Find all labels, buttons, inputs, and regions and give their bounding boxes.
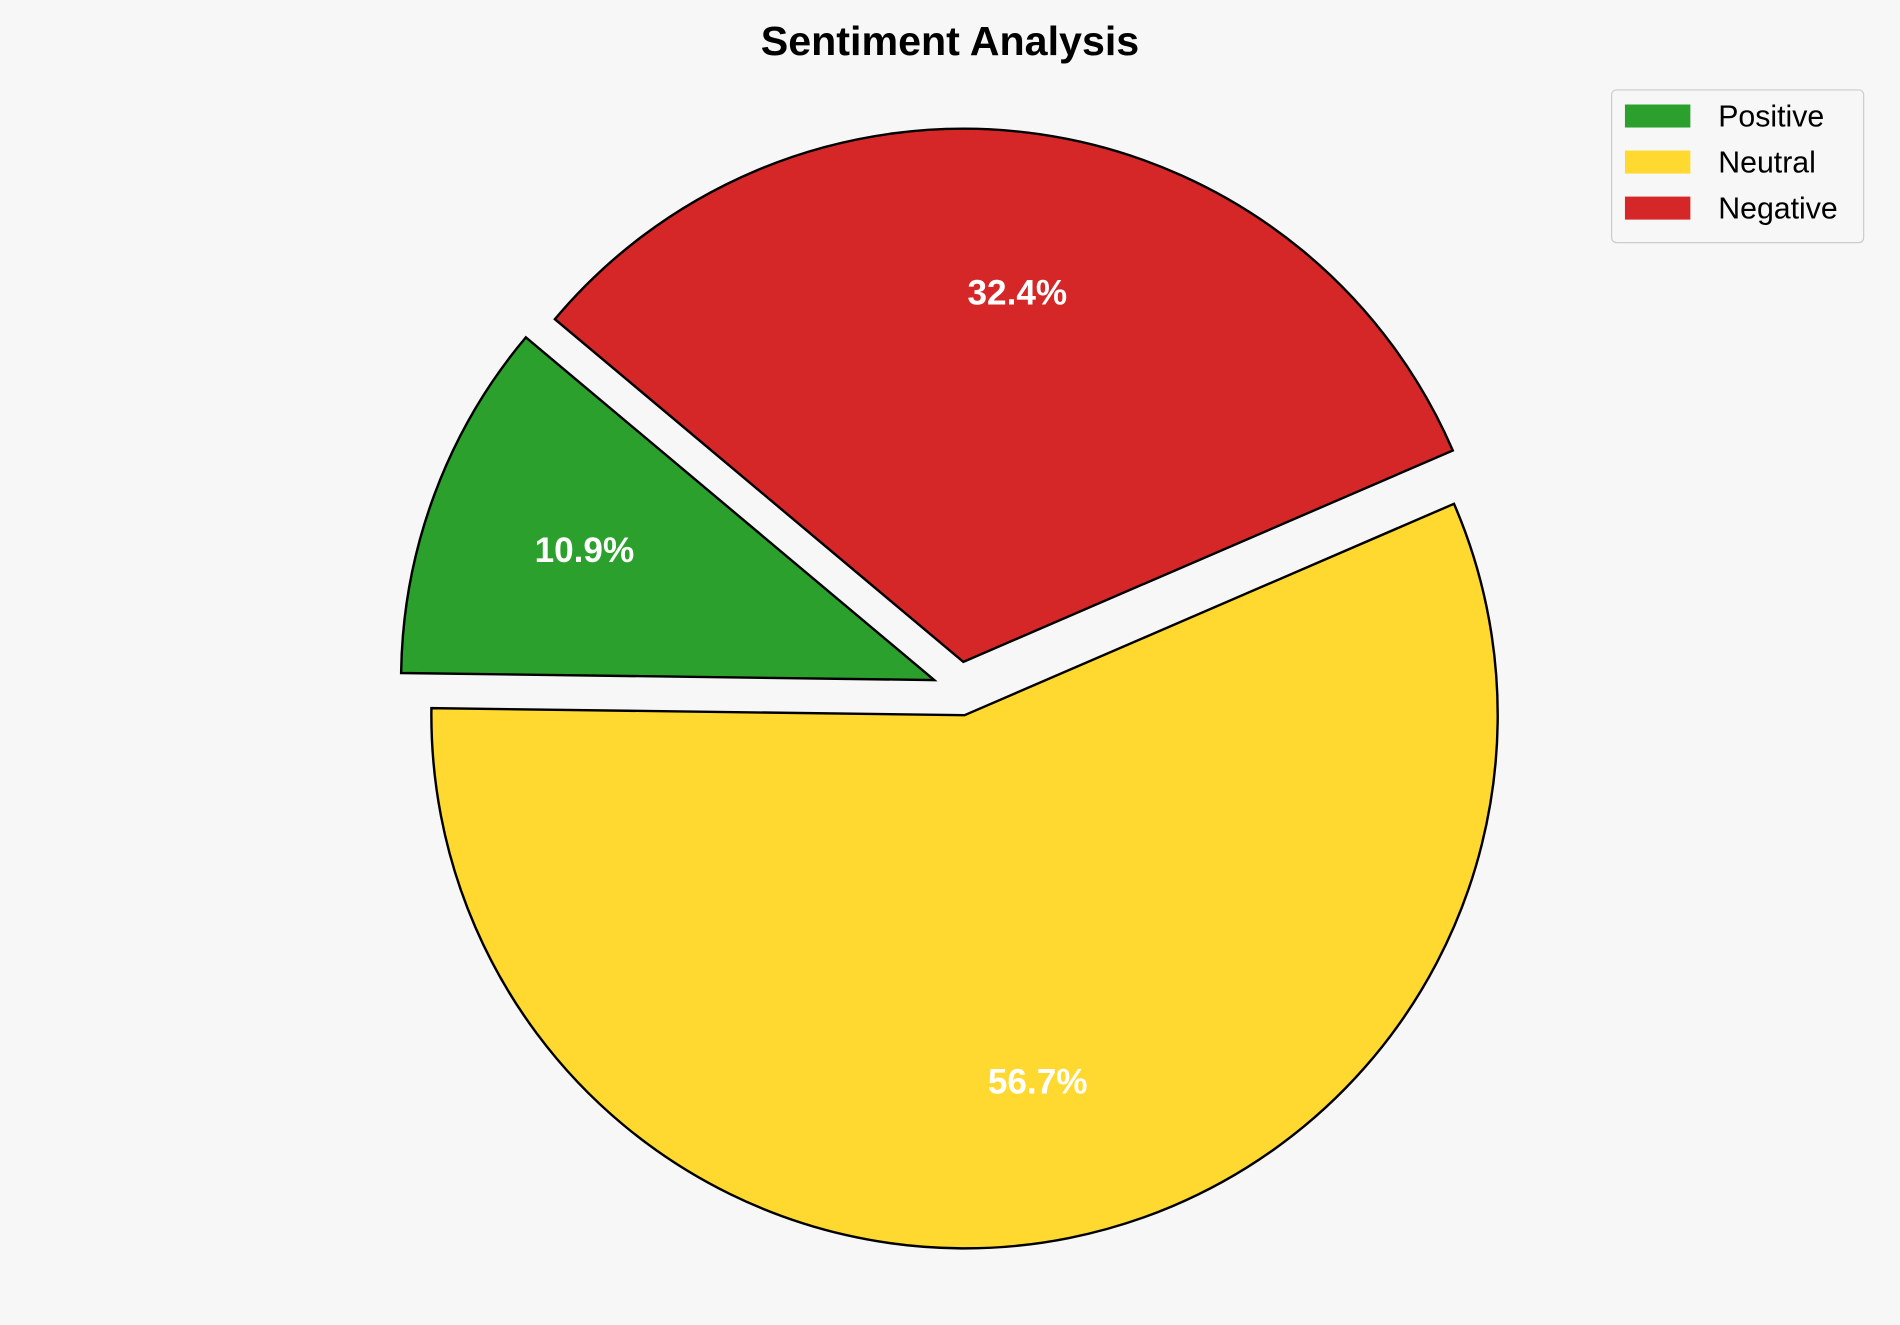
legend-label-neutral: Neutral — [1718, 146, 1816, 179]
slice-label-positive: 10.9% — [535, 531, 635, 570]
legend-swatch-negative — [1624, 196, 1691, 220]
legend-label-positive: Positive — [1718, 100, 1824, 133]
legend-label-negative: Negative — [1718, 192, 1838, 225]
chart-title: Sentiment Analysis — [761, 18, 1139, 64]
pie-slice-neutral — [430, 502, 1499, 1250]
legend-swatch-neutral — [1624, 150, 1691, 174]
legend-swatch-positive — [1624, 104, 1691, 128]
legend: Positive Neutral Negative — [1611, 89, 1865, 244]
slice-label-neutral: 56.7% — [988, 1062, 1088, 1101]
pie-slice-positive — [399, 335, 938, 682]
slice-label-negative: 32.4% — [968, 274, 1068, 313]
pie-slice-negative — [553, 127, 1455, 664]
